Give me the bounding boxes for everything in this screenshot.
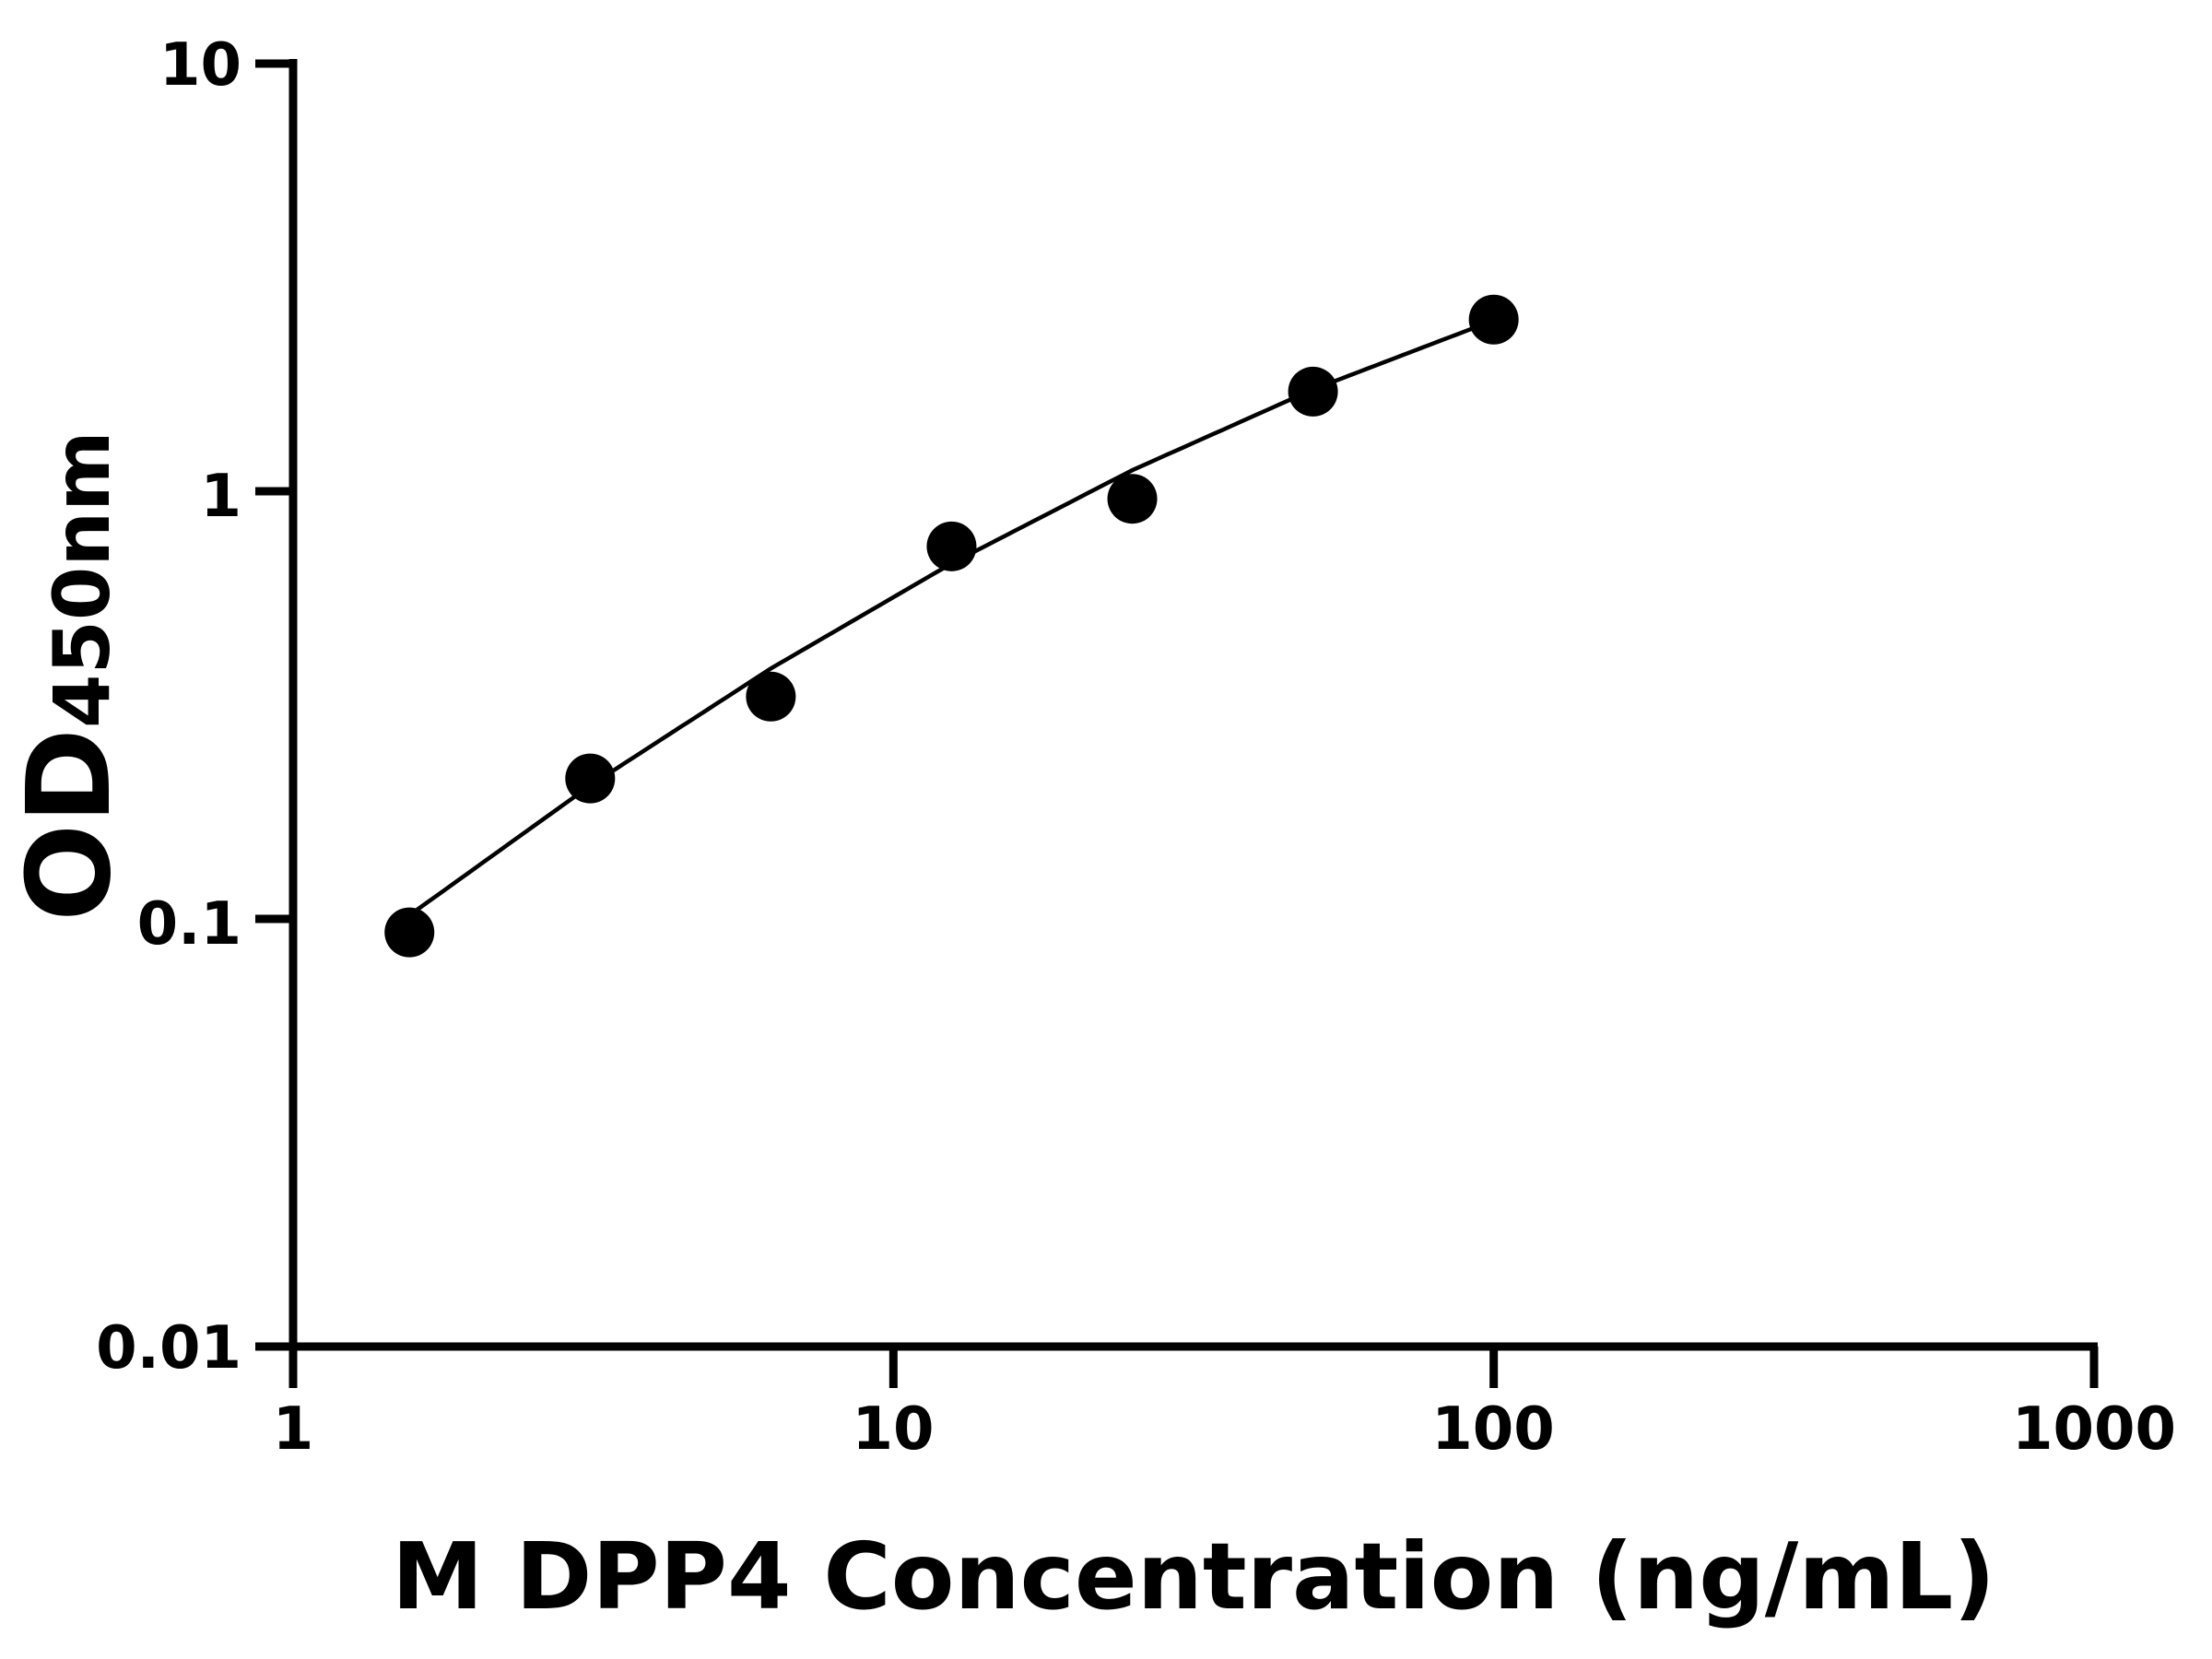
y-tick-label: 10: [159, 31, 241, 100]
y-tick-label: 1: [200, 463, 241, 531]
y-tick-label: 0.01: [96, 1314, 241, 1382]
x-axis-label: M DPP4 Concentration (ng/mL): [392, 1523, 1995, 1630]
data-point: [565, 753, 616, 804]
plot-area: [384, 294, 1519, 958]
y-tick-label: 0.1: [137, 890, 241, 959]
x-tick-label: 100: [1431, 1395, 1555, 1464]
data-point: [1468, 294, 1519, 345]
fit-curve: [407, 318, 1495, 917]
y-axis-label: OD450nm: [3, 430, 136, 922]
data-point: [1288, 366, 1338, 417]
data-point: [746, 671, 796, 722]
axis-ticks: [255, 59, 2099, 1388]
data-point: [1107, 474, 1158, 524]
data-point: [926, 521, 977, 571]
x-tick-label: 10: [852, 1395, 934, 1464]
x-tick-label: 1: [273, 1395, 314, 1464]
y-axis-label-sub: 450nm: [37, 430, 127, 728]
y-axis-label-main: OD: [3, 728, 136, 922]
data-point: [384, 907, 435, 958]
x-tick-label: 1000: [2012, 1395, 2176, 1464]
